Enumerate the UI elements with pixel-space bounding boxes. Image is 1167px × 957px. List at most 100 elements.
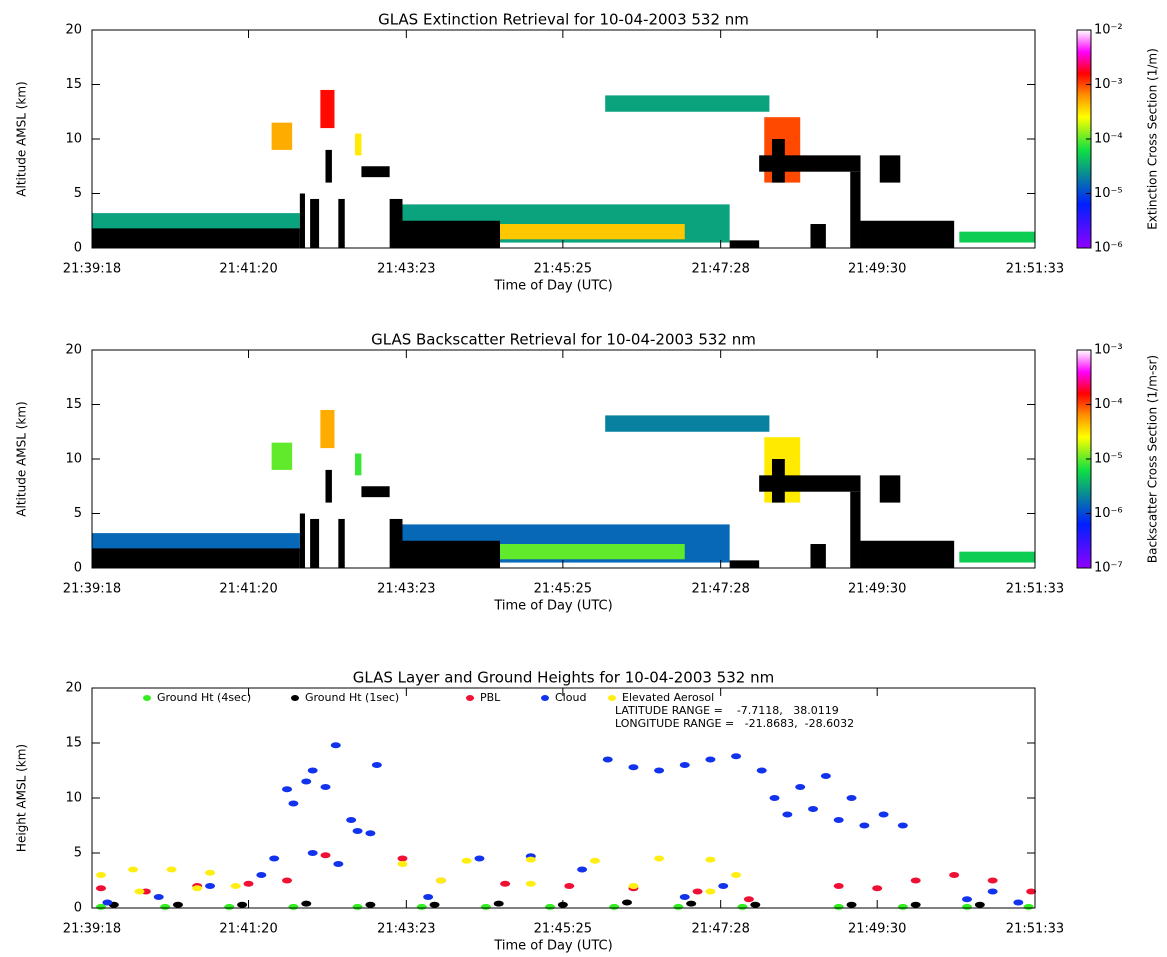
data-point xyxy=(770,795,780,801)
colorbar-label: Extinction Cross Section (1/m) xyxy=(1146,48,1160,230)
data-point xyxy=(160,904,170,910)
data-point xyxy=(500,881,510,887)
data-point xyxy=(564,883,574,889)
attenuated-region xyxy=(861,221,955,248)
data-point xyxy=(705,889,715,895)
data-point xyxy=(1013,900,1023,906)
data-point xyxy=(577,867,587,873)
data-point xyxy=(949,872,959,878)
x-tick-label: 21:49:30 xyxy=(848,582,906,597)
extinction-region xyxy=(959,552,1035,563)
data-point xyxy=(782,812,792,818)
x-tick-label: 21:49:30 xyxy=(848,262,906,277)
attenuated-region xyxy=(338,199,344,248)
data-point xyxy=(628,883,638,889)
data-point xyxy=(988,889,998,895)
x-tick-label: 21:51:33 xyxy=(1006,582,1064,597)
x-tick-label: 21:41:20 xyxy=(219,262,277,277)
data-point xyxy=(308,768,318,774)
attenuated-region xyxy=(850,492,860,568)
data-point xyxy=(102,900,112,906)
y-axis-label: Height AMSL (km) xyxy=(15,744,29,852)
data-point xyxy=(718,883,728,889)
y-tick-label: 20 xyxy=(65,343,82,358)
data-point xyxy=(301,779,311,785)
data-point xyxy=(333,861,343,867)
data-point xyxy=(288,904,298,910)
attenuated-region xyxy=(861,541,955,568)
data-point xyxy=(693,889,703,895)
data-point xyxy=(397,856,407,862)
y-tick-label: 5 xyxy=(74,846,82,861)
extinction-region xyxy=(605,95,769,111)
extinction-region xyxy=(355,134,361,156)
colorbar-tick-label: 10⁻³ xyxy=(1094,77,1123,92)
y-tick-label: 20 xyxy=(65,681,82,696)
data-point xyxy=(173,902,183,908)
chart: 10⁻⁶10⁻⁵10⁻⁴10⁻³10⁻²Extinction Cross Sec… xyxy=(0,0,1167,957)
data-point xyxy=(590,858,600,864)
x-tick-label: 21:51:33 xyxy=(1006,922,1064,937)
data-point xyxy=(205,883,215,889)
data-point xyxy=(192,885,202,891)
data-point xyxy=(331,742,341,748)
y-tick-label: 10 xyxy=(65,791,82,806)
data-point xyxy=(417,904,427,910)
data-point xyxy=(154,894,164,900)
colorbar-tick-label: 10⁻⁵ xyxy=(1094,452,1123,467)
colorbar-tick-label: 10⁻⁷ xyxy=(1094,561,1123,576)
extinction-region xyxy=(320,410,334,448)
legend-symbol xyxy=(466,695,474,701)
x-tick-label: 21:47:28 xyxy=(691,262,749,277)
data-point xyxy=(96,885,106,891)
x-tick-label: 21:39:18 xyxy=(63,922,121,937)
data-point xyxy=(898,823,908,829)
annotation: LONGITUDE RANGE = -21.8683, -28.6032 xyxy=(615,717,854,730)
attenuated-region xyxy=(300,514,305,569)
attenuated-region xyxy=(850,172,860,248)
data-point xyxy=(372,762,382,768)
y-tick-label: 5 xyxy=(74,506,82,521)
data-point xyxy=(231,883,241,889)
colorbar-tick-label: 10⁻⁴ xyxy=(1094,397,1123,412)
extinction-region xyxy=(605,415,769,431)
data-point xyxy=(821,773,831,779)
chart-title: GLAS Layer and Ground Heights for 10-04-… xyxy=(353,669,774,687)
y-tick-label: 10 xyxy=(65,132,82,147)
plot-frame xyxy=(92,688,1035,908)
attenuated-region xyxy=(361,486,389,497)
colorbar-tick-label: 10⁻⁶ xyxy=(1094,506,1123,521)
data-point xyxy=(834,904,844,910)
attenuated-region xyxy=(772,459,785,503)
data-point xyxy=(321,784,331,790)
data-point xyxy=(494,901,504,907)
data-point xyxy=(237,902,247,908)
data-point xyxy=(731,753,741,759)
data-point xyxy=(911,878,921,884)
data-point xyxy=(744,896,754,902)
data-point xyxy=(481,904,491,910)
attenuated-region xyxy=(92,228,300,248)
data-point xyxy=(288,801,298,807)
attenuated-region xyxy=(92,548,300,568)
x-axis-label: Time of Day (UTC) xyxy=(493,599,612,614)
data-point xyxy=(353,828,363,834)
data-point xyxy=(757,768,767,774)
data-point xyxy=(654,856,664,862)
legend-label: Elevated Aerosol xyxy=(622,691,714,704)
data-point xyxy=(256,872,266,878)
extinction-region xyxy=(272,443,293,470)
chart-title: GLAS Backscatter Retrieval for 10-04-200… xyxy=(371,331,756,349)
data-point xyxy=(673,904,683,910)
data-point xyxy=(462,858,472,864)
data-point xyxy=(975,902,985,908)
data-point xyxy=(962,896,972,902)
x-tick-label: 21:39:18 xyxy=(63,262,121,277)
data-point xyxy=(859,823,869,829)
data-point xyxy=(205,870,215,876)
attenuated-region xyxy=(392,221,500,248)
legend-label: PBL xyxy=(480,691,501,704)
legend-label: Ground Ht (4sec) xyxy=(157,691,251,704)
data-point xyxy=(167,867,177,873)
data-point xyxy=(603,757,613,763)
